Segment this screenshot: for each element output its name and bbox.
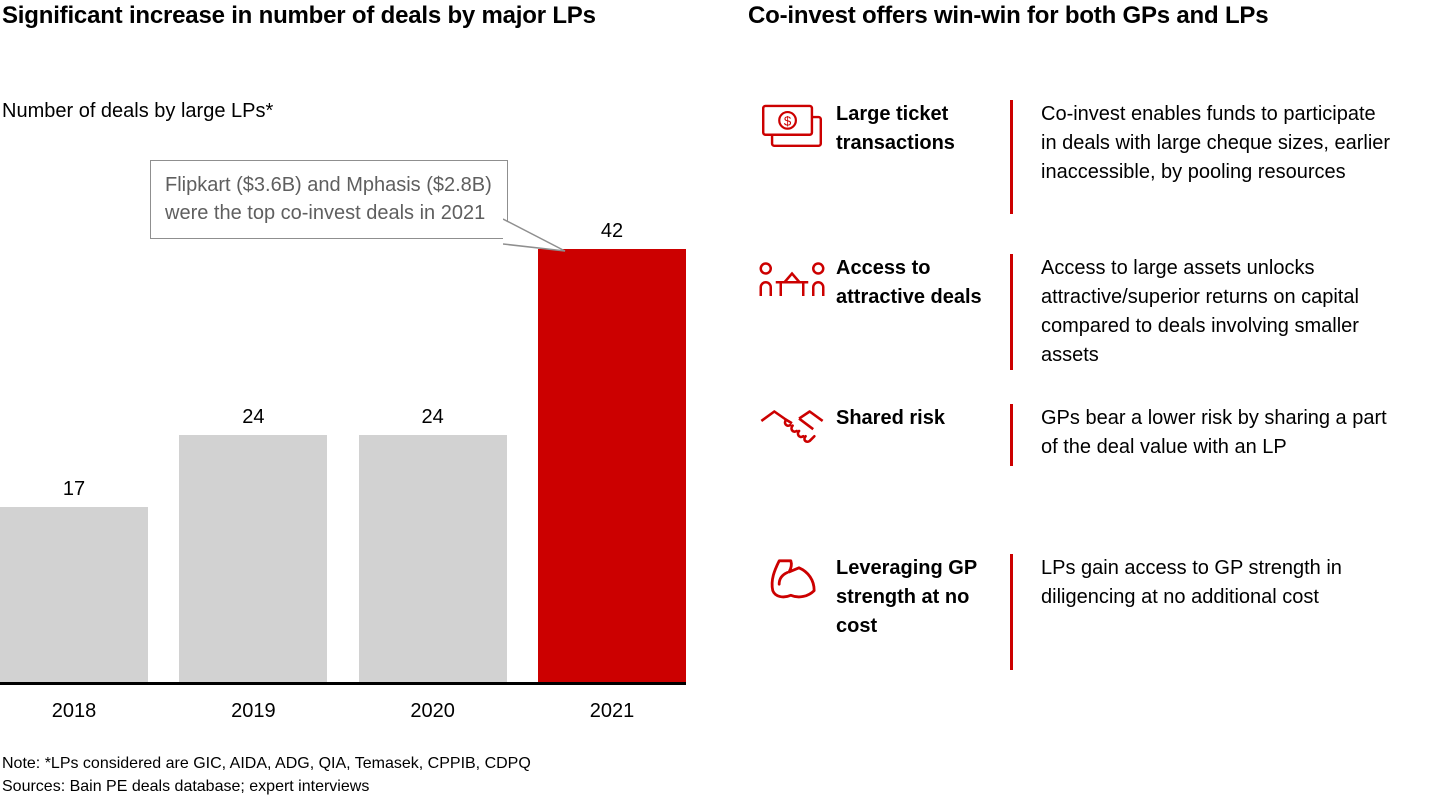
bar-value-label: 42 (600, 220, 624, 242)
benefit-label: Shared risk (836, 407, 945, 429)
left-panel-title: Significant increase in number of deals … (2, 2, 596, 29)
x-axis-tick-label: 2018 (51, 700, 97, 722)
benefit-row-shared-risk: Shared risk GPs bear a lower risk by sha… (748, 404, 1440, 466)
callout-pointer (503, 218, 566, 252)
benefit-label: Access to attractive deals (836, 257, 982, 308)
handshake-icon (748, 406, 836, 450)
svg-text:$: $ (784, 113, 792, 128)
bar-column: 17 (0, 478, 148, 682)
benefit-row-gp-strength: Leveraging GP strength at no cost LPs ga… (748, 554, 1440, 670)
x-axis-labels: 2018 2019 2020 2021 (0, 700, 686, 723)
sources-text: Sources: Bain PE deals database; expert … (2, 778, 370, 796)
callout-box: Flipkart ($3.6B) and Mphasis ($2.8B) wer… (150, 160, 508, 239)
bar-plot: 17 24 24 42 (0, 220, 686, 682)
bar-value-label: 17 (62, 478, 86, 500)
banknote-icon: $ (748, 102, 836, 152)
deals-bar-chart: 17 24 24 42 (0, 140, 686, 685)
benefit-label: Leveraging GP strength at no cost (836, 557, 977, 637)
bicep-icon (748, 556, 836, 610)
benefit-description: GPs bear a lower risk by sharing a part … (1041, 407, 1387, 458)
bar-value-label: 24 (242, 406, 265, 428)
x-axis-line (0, 682, 686, 685)
x-axis-tick-label: 2021 (589, 700, 635, 722)
bar-column: 24 (179, 406, 328, 682)
benefit-divider (1010, 254, 1013, 370)
benefit-description: Access to large assets unlocks attractiv… (1041, 257, 1359, 366)
benefit-row-attractive-deals: Access to attractive deals Access to lar… (748, 254, 1440, 370)
benefit-description: Co-invest enables funds to participate i… (1041, 103, 1391, 183)
bar (179, 435, 328, 682)
meeting-icon (748, 256, 836, 306)
x-axis-tick-label: 2019 (231, 700, 276, 722)
benefit-divider (1010, 404, 1013, 466)
right-panel-title: Co-invest offers win-win for both GPs an… (748, 2, 1269, 29)
benefit-description: LPs gain access to GP strength in dilige… (1041, 557, 1342, 608)
bar-column: 24 (358, 406, 507, 682)
benefit-divider (1010, 100, 1013, 214)
benefit-label: Large ticket transactions (836, 103, 955, 154)
note-text: Note: *LPs considered are GIC, AIDA, ADG… (2, 755, 531, 772)
benefit-row-large-ticket: $ Large ticket transactions Co-invest en… (748, 100, 1440, 214)
bar-value-label: 24 (421, 406, 444, 428)
bar-column: 42 (537, 220, 686, 682)
chart-subtitle: Number of deals by large LPs* (2, 100, 274, 122)
bar (358, 435, 507, 682)
bar (0, 507, 148, 682)
benefit-divider (1010, 554, 1013, 670)
bar (537, 249, 686, 682)
footnotes: Note: *LPs considered are GIC, AIDA, ADG… (2, 752, 531, 798)
x-axis-tick-label: 2020 (410, 700, 455, 722)
